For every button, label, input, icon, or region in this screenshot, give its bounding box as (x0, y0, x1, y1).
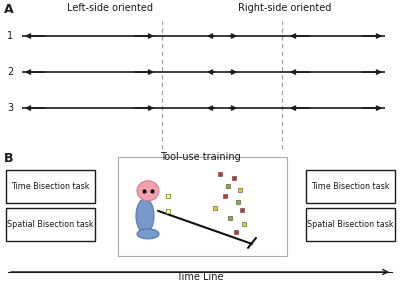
Text: Time Line: Time Line (176, 272, 224, 282)
Text: Spatial Bisection task: Spatial Bisection task (307, 221, 393, 229)
Ellipse shape (137, 229, 159, 239)
Text: Time Bisection task: Time Bisection task (311, 182, 389, 191)
Text: 1: 1 (7, 31, 13, 41)
FancyBboxPatch shape (306, 170, 394, 203)
FancyBboxPatch shape (6, 170, 94, 203)
Text: Tool-use training: Tool-use training (160, 152, 240, 162)
Text: A: A (4, 3, 14, 16)
Text: B: B (4, 152, 14, 165)
Ellipse shape (136, 199, 154, 233)
Text: Right-side oriented: Right-side oriented (238, 3, 332, 13)
Ellipse shape (137, 181, 159, 201)
FancyBboxPatch shape (118, 157, 286, 257)
Text: Spatial Bisection task: Spatial Bisection task (7, 221, 93, 229)
Text: Time Bisection task: Time Bisection task (11, 182, 89, 191)
Text: 3: 3 (7, 103, 13, 113)
Text: Left-side oriented: Left-side oriented (67, 3, 153, 13)
FancyBboxPatch shape (6, 208, 94, 241)
FancyBboxPatch shape (306, 208, 394, 241)
Text: 2: 2 (7, 67, 13, 77)
